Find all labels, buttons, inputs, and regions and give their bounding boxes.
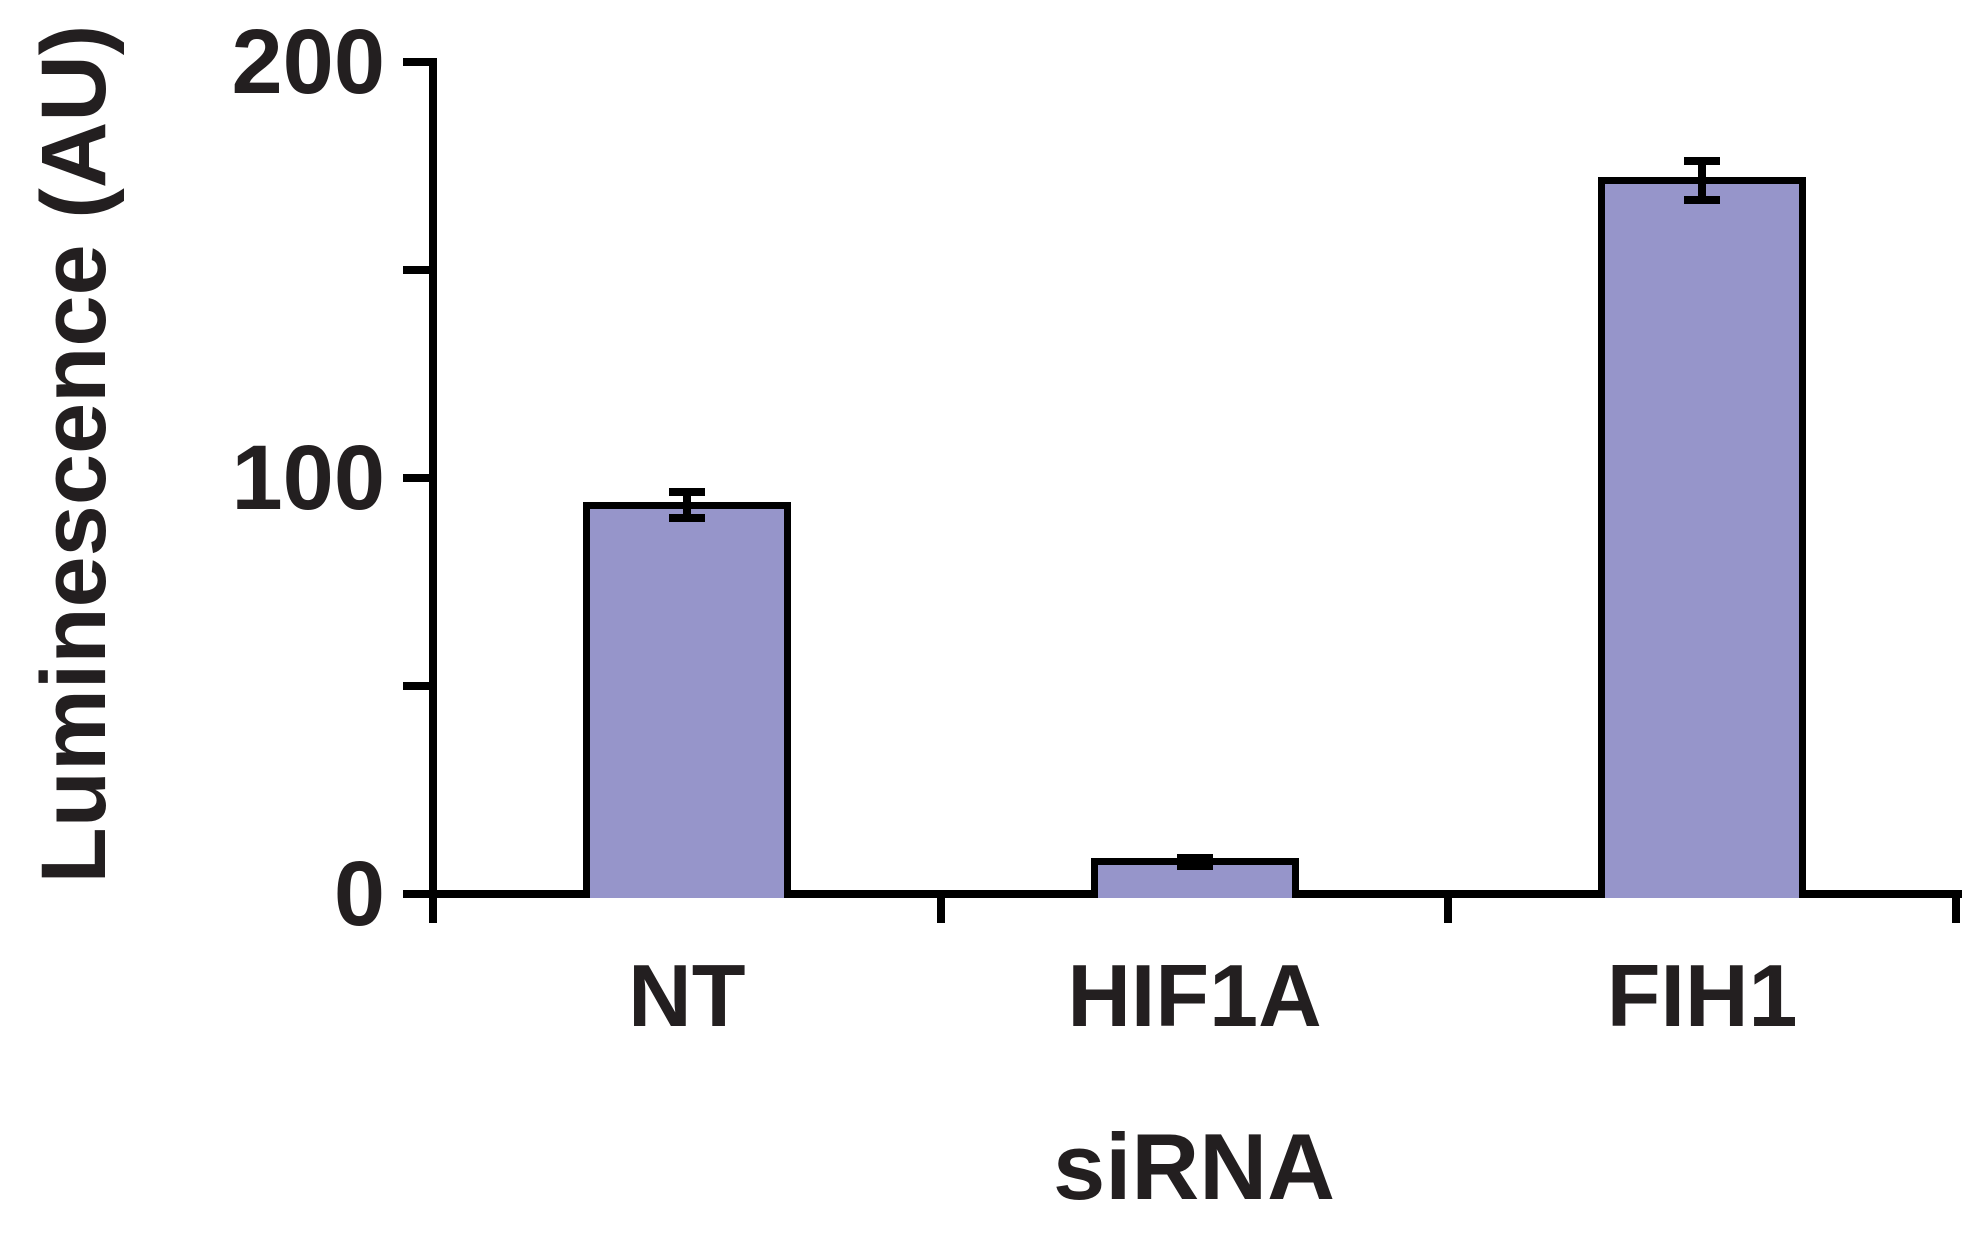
y-axis-line [429,58,437,923]
error-bar-cap-top-hif1a [1176,853,1213,862]
error-bar-cap-bottom-nt [668,514,705,523]
y-tick-label-200: 200 [231,11,386,113]
y-tick-100 [403,474,429,482]
x-tick-2 [1444,890,1453,923]
x-tick-1 [936,890,945,923]
y-tick-label-100: 100 [231,427,386,529]
category-label-hif1a: HIF1A [1067,946,1322,1045]
error-bar-line-hif1a [1190,857,1199,867]
error-bar-cap-bottom-fih1 [1684,195,1721,204]
error-bar-cap-top-fih1 [1684,157,1721,166]
y-tick-50 [403,682,429,690]
error-bar-cap-top-nt [668,487,705,496]
error-bar-cap-bottom-hif1a [1176,862,1213,871]
y-tick-150 [403,266,429,274]
error-bar-line-fih1 [1698,161,1707,200]
y-tick-200 [403,58,429,66]
error-bar-line-nt [682,491,691,519]
bar-fih1 [1598,177,1807,898]
bar-nt [582,501,791,898]
x-tick-3 [1952,890,1960,923]
y-tick-label-0: 0 [333,843,385,945]
category-label-fih1: FIH1 [1606,946,1798,1045]
y-tick-0 [403,890,429,898]
x-axis-title: siRNA [1052,1114,1336,1219]
category-label-nt: NT [628,946,746,1045]
